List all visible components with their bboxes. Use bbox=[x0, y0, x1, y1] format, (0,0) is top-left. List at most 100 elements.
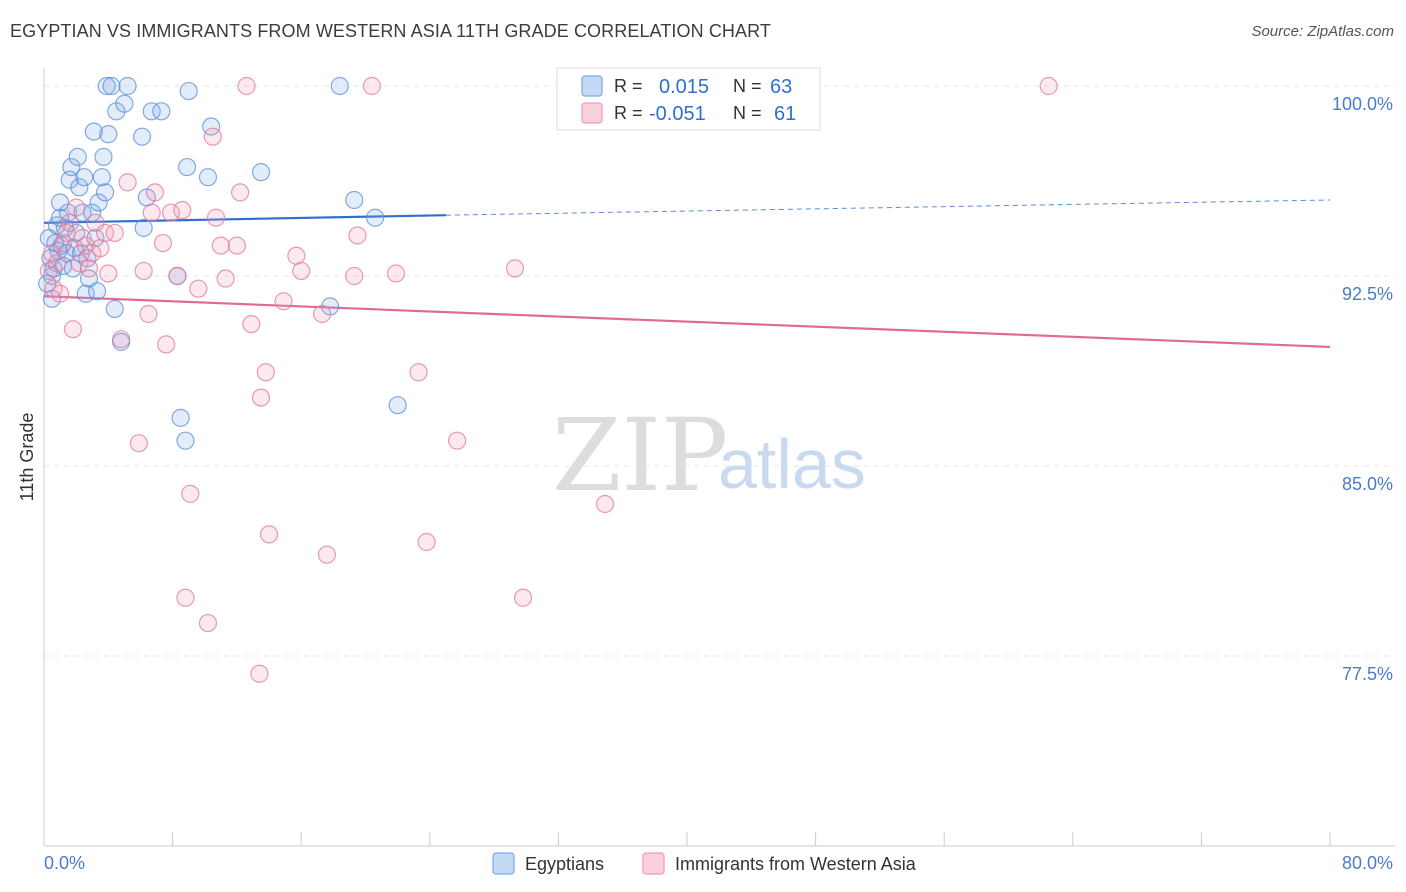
point-egyptians-40 bbox=[115, 94, 134, 113]
data-points bbox=[38, 76, 1058, 683]
point-western-asia-55 bbox=[362, 76, 382, 96]
point-western-asia-47 bbox=[259, 525, 279, 544]
point-egyptians-24 bbox=[76, 284, 95, 303]
y-tick-label-1: 92.5% bbox=[1342, 284, 1393, 304]
y-tick-labels: 100.0% 92.5% 85.0% 77.5% bbox=[1332, 94, 1393, 684]
point-egyptians-58 bbox=[366, 208, 385, 227]
point-western-asia-31 bbox=[173, 201, 192, 220]
point-western-asia-29 bbox=[161, 203, 181, 222]
point-egyptians-27 bbox=[83, 203, 102, 222]
point-egyptians-19 bbox=[68, 147, 87, 167]
point-western-asia-50 bbox=[292, 261, 311, 281]
point-western-asia-12 bbox=[76, 236, 95, 255]
point-egyptians-31 bbox=[89, 193, 108, 212]
point-western-asia-43 bbox=[242, 315, 261, 334]
point-western-asia-38 bbox=[211, 236, 230, 255]
point-western-asia-7 bbox=[60, 213, 79, 232]
point-western-asia-40 bbox=[227, 236, 246, 255]
point-egyptians-23 bbox=[75, 168, 94, 187]
point-western-asia-13 bbox=[79, 259, 99, 278]
point-western-asia-57 bbox=[409, 363, 428, 382]
point-egyptians-15 bbox=[62, 157, 81, 177]
y-tick-label-3: 77.5% bbox=[1342, 664, 1393, 684]
point-western-asia-25 bbox=[142, 203, 161, 222]
point-western-asia-48 bbox=[274, 292, 293, 311]
point-egyptians-38 bbox=[105, 299, 124, 319]
stats-n-value-egyptians: 63 bbox=[770, 76, 792, 98]
point-western-asia-36 bbox=[203, 127, 222, 146]
point-western-asia-30 bbox=[168, 266, 187, 286]
point-western-asia-26 bbox=[145, 183, 165, 202]
point-western-asia-52 bbox=[317, 545, 337, 564]
axes bbox=[43, 68, 1395, 847]
trend-line-egyptians-projection bbox=[445, 199, 1331, 216]
point-egyptians-46 bbox=[152, 102, 171, 121]
y-axis-label: 11th Grade bbox=[17, 413, 37, 502]
point-egyptians-57 bbox=[345, 190, 364, 210]
series-legend: Egyptians Immigrants from Western Asia bbox=[492, 852, 917, 875]
point-western-asia-41 bbox=[231, 183, 250, 202]
point-egyptians-34 bbox=[95, 183, 115, 202]
chart-title: EGYPTIAN VS IMMIGRANTS FROM WESTERN ASIA… bbox=[10, 21, 772, 41]
point-western-asia-62 bbox=[595, 494, 615, 514]
point-western-asia-18 bbox=[99, 264, 118, 283]
point-egyptians-49 bbox=[176, 431, 195, 450]
point-western-asia-8 bbox=[63, 320, 83, 339]
point-western-asia-58 bbox=[417, 532, 436, 552]
point-western-asia-28 bbox=[157, 335, 176, 354]
point-egyptians-56 bbox=[330, 76, 349, 96]
stats-r-label-western-asia: R = bbox=[614, 103, 643, 123]
point-western-asia-23 bbox=[134, 261, 153, 281]
stats-legend: R = 0.015 N = 63 R = -0.051 N = 61 bbox=[556, 67, 821, 131]
chart-source: Source: ZipAtlas.com bbox=[1251, 23, 1394, 40]
point-egyptians-45 bbox=[142, 102, 161, 121]
watermark: ZIP atlas bbox=[552, 397, 866, 514]
point-western-asia-42 bbox=[237, 76, 256, 96]
trend-lines bbox=[43, 199, 1331, 349]
point-western-asia-45 bbox=[251, 388, 271, 407]
point-western-asia-17 bbox=[95, 223, 115, 243]
point-western-asia-24 bbox=[139, 304, 158, 324]
point-western-asia-60 bbox=[505, 259, 525, 278]
point-egyptians-50 bbox=[177, 157, 197, 177]
point-egyptians-43 bbox=[134, 218, 153, 237]
y-tick-label-0: 100.0% bbox=[1332, 94, 1393, 114]
point-egyptians-32 bbox=[92, 168, 111, 187]
point-egyptians-37 bbox=[102, 76, 121, 96]
legend-swatch-egyptians bbox=[492, 852, 515, 875]
grid-lines bbox=[44, 85, 1395, 657]
point-western-asia-5 bbox=[54, 233, 73, 253]
point-western-asia-53 bbox=[345, 266, 364, 286]
point-western-asia-10 bbox=[70, 254, 89, 273]
point-western-asia-59 bbox=[448, 431, 467, 450]
point-egyptians-54 bbox=[251, 163, 271, 182]
point-western-asia-9 bbox=[67, 198, 86, 217]
legend-label-egyptians: Egyptians bbox=[525, 854, 604, 874]
point-egyptians-30 bbox=[87, 282, 107, 301]
point-western-asia-21 bbox=[118, 173, 137, 192]
legend-swatch-western-asia bbox=[642, 852, 665, 875]
point-western-asia-27 bbox=[153, 233, 173, 253]
stats-r-label-egyptians: R = bbox=[614, 76, 643, 96]
watermark-atlas: atlas bbox=[718, 425, 866, 503]
stats-n-label-egyptians: N = bbox=[733, 76, 762, 96]
point-western-asia-54 bbox=[348, 226, 367, 245]
point-western-asia-61 bbox=[513, 588, 533, 607]
point-egyptians-62 bbox=[50, 193, 70, 212]
y-tick-label-2: 85.0% bbox=[1342, 474, 1393, 494]
point-western-asia-3 bbox=[47, 254, 66, 273]
point-western-asia-4 bbox=[50, 284, 70, 303]
stats-r-value-egyptians: 0.015 bbox=[659, 76, 709, 98]
watermark-zip: ZIP bbox=[552, 397, 728, 514]
trend-line-western-asia bbox=[43, 295, 1331, 349]
point-egyptians-28 bbox=[84, 122, 103, 141]
stats-legend-box bbox=[556, 67, 821, 131]
point-western-asia-49 bbox=[287, 246, 306, 265]
stats-legend-swatch-western-asia bbox=[581, 102, 603, 124]
stats-n-label-western-asia: N = bbox=[733, 103, 762, 123]
stats-n-value-western-asia: 61 bbox=[774, 103, 796, 125]
point-western-asia-35 bbox=[198, 613, 218, 633]
point-egyptians-36 bbox=[99, 125, 118, 144]
point-western-asia-22 bbox=[129, 434, 148, 453]
